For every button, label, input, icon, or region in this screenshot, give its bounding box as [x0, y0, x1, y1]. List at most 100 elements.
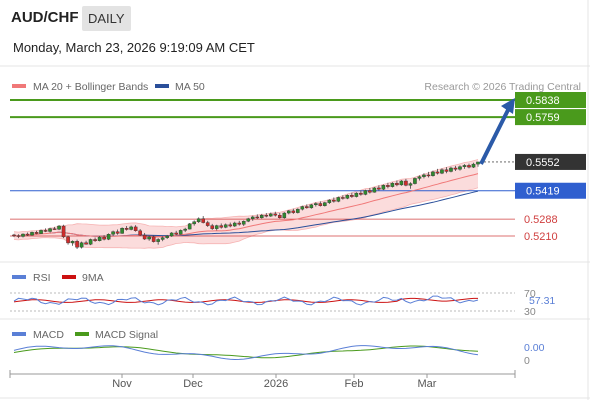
candle-body	[426, 174, 431, 177]
timeframe-badge[interactable]: DAILY	[82, 6, 131, 31]
key-levels	[10, 99, 515, 237]
rsi-legend-label: RSI	[33, 272, 51, 284]
ma20-line	[13, 173, 479, 238]
candle-body	[440, 169, 444, 174]
bollinger-lower	[13, 187, 479, 249]
candle-body	[381, 185, 386, 190]
candle-body	[286, 210, 291, 214]
candle-body	[102, 236, 106, 240]
x-tick-label: Nov	[112, 378, 132, 390]
candle-body	[386, 185, 390, 187]
candle-body	[228, 224, 233, 227]
main-legend: MA 20 + Bollinger Bands MA 50 Research ©…	[12, 81, 581, 93]
candle-body	[250, 216, 255, 219]
candle-body	[25, 233, 30, 236]
candle-body	[151, 236, 156, 242]
candle-body	[48, 228, 52, 232]
candle-body	[314, 203, 318, 206]
candle-body	[417, 176, 422, 179]
candle-body	[377, 187, 381, 190]
candle-body	[341, 197, 345, 199]
rsi-ma-legend-swatch	[62, 275, 76, 279]
target-label-1: 0.5759	[526, 112, 560, 124]
x-tick-label: Dec	[183, 378, 203, 390]
candle-body	[259, 215, 264, 219]
rsi-lower-label: 30	[524, 306, 536, 318]
candle-body	[111, 231, 115, 235]
candle-body	[345, 195, 350, 199]
candle-body	[453, 167, 458, 170]
candle-body	[255, 216, 260, 219]
candle-body	[133, 226, 138, 232]
candle-body	[296, 208, 300, 213]
candle-body	[52, 228, 57, 230]
candle-body	[39, 230, 43, 234]
candle-body	[169, 232, 174, 237]
candle-body	[449, 167, 453, 172]
candle-body	[43, 230, 48, 232]
candle-body	[34, 232, 39, 234]
chart-header: AUD/CHF DAILY	[0, 0, 590, 38]
candle-body	[192, 221, 196, 225]
candle-body	[205, 222, 210, 226]
candle-body	[61, 225, 66, 238]
candle-body	[462, 165, 467, 167]
candle-body	[368, 190, 372, 193]
candle-body	[372, 187, 377, 193]
candle-body	[120, 228, 124, 234]
candlestick-series	[12, 161, 480, 249]
pivot-label-box	[515, 182, 586, 199]
candle-body	[273, 213, 278, 216]
candle-body	[305, 206, 309, 209]
candle-body	[336, 197, 341, 202]
last-price-box	[515, 153, 586, 170]
candle-body	[359, 192, 363, 195]
candle-body	[178, 230, 183, 235]
candle-body	[124, 228, 129, 230]
macd-zero-label: 0	[524, 355, 530, 367]
candle-body	[165, 235, 169, 238]
rsi-legend-swatch	[12, 275, 26, 279]
pair-title: AUD/CHF	[11, 9, 79, 26]
candle-body	[467, 165, 471, 168]
candle-body	[241, 221, 246, 225]
candle-body	[232, 222, 237, 227]
candle-body	[458, 166, 462, 170]
projection-arrow-shaft	[479, 107, 511, 165]
candle-body	[435, 171, 440, 174]
rsi-lines	[13, 295, 479, 306]
candle-body	[408, 183, 413, 186]
candle-body	[210, 225, 215, 229]
candle-body	[138, 230, 142, 236]
x-tick-label: 2026	[264, 378, 288, 390]
rsi-value-label: 57.31	[529, 295, 555, 307]
copyright-label: Research © 2026 Trading Central	[424, 81, 581, 93]
candle-body	[93, 239, 97, 241]
macd-legend-label: MACD	[33, 329, 64, 341]
rsi-ma-legend-label: 9MA	[82, 272, 104, 284]
macd-path	[13, 345, 479, 361]
candle-body	[277, 215, 282, 219]
candle-body	[354, 192, 359, 197]
bollinger-band-fill	[14, 159, 478, 249]
candle-body	[264, 215, 269, 217]
target-label-box-1	[515, 109, 586, 126]
bollinger-upper	[13, 159, 479, 233]
candle-body	[318, 203, 323, 206]
candle-body	[399, 180, 404, 186]
candle-body	[413, 178, 417, 184]
candle-body	[363, 190, 368, 195]
candle-body	[12, 234, 16, 237]
candle-body	[404, 180, 408, 186]
candle-body	[431, 171, 435, 176]
bollinger-bands	[13, 159, 479, 249]
candle-body	[97, 236, 102, 241]
candle-body	[156, 239, 160, 242]
candle-body	[57, 225, 61, 230]
candle-body	[201, 218, 206, 223]
macd-lines	[13, 345, 479, 361]
candle-body	[219, 225, 224, 228]
candle-body	[350, 195, 354, 197]
target-label-box-0	[515, 92, 586, 108]
